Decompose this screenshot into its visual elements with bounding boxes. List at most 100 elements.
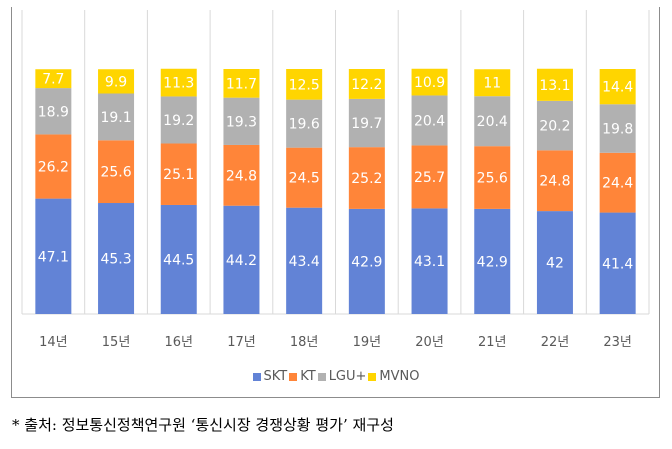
x-tick-label: 20년	[415, 335, 444, 350]
legend-label: MVNO	[379, 369, 420, 384]
data-label: 12.5	[289, 77, 320, 93]
bar-lguplus	[411, 95, 448, 146]
bar-kt	[348, 147, 385, 209]
bar-mvno	[35, 69, 72, 89]
data-label: 42.9	[477, 254, 508, 270]
legend-item: SKT	[252, 369, 288, 384]
data-label: 41.4	[602, 256, 633, 272]
legend-swatch	[317, 372, 326, 381]
data-label: 14.4	[602, 80, 633, 96]
x-tick-label: 18년	[290, 335, 319, 350]
legend-label: LGU+	[328, 369, 367, 384]
data-label: 11	[483, 76, 501, 92]
data-label: 24.8	[226, 168, 257, 184]
x-tick-label: 14년	[39, 335, 68, 350]
bar-skt	[35, 198, 72, 314]
bar-lguplus	[160, 96, 197, 144]
bar-skt	[223, 205, 260, 314]
data-label: 20.2	[539, 119, 570, 135]
legend-label: SKT	[263, 369, 288, 384]
bar-mvno	[536, 68, 573, 101]
bar-lguplus	[474, 96, 511, 147]
data-label: 12.2	[351, 77, 382, 93]
data-label: 11.7	[226, 76, 257, 92]
x-tick-label: 22년	[541, 335, 570, 350]
data-label: 20.4	[477, 114, 508, 130]
bar-mvno	[160, 68, 197, 97]
bar-lguplus	[35, 88, 72, 135]
data-label: 43.1	[414, 254, 445, 270]
x-tick-label: 21년	[478, 335, 507, 350]
legend: SKT KT LGU+ MVNO	[0, 369, 672, 385]
bar-skt	[348, 208, 385, 314]
chart-frame	[11, 7, 660, 398]
data-label: 18.9	[38, 104, 69, 120]
bar-kt	[160, 143, 197, 205]
bar-mvno	[286, 69, 323, 100]
data-label: 19.6	[289, 117, 320, 133]
data-label: 25.2	[351, 171, 382, 187]
data-label: 24.4	[602, 176, 633, 192]
bar-skt	[286, 207, 323, 314]
data-label: 13.1	[539, 78, 570, 94]
bar-skt	[599, 212, 636, 314]
bar-mvno	[599, 69, 636, 105]
bar-kt	[599, 152, 636, 213]
data-label: 26.2	[38, 160, 69, 176]
data-label: 44.5	[163, 252, 194, 268]
data-label: 47.1	[38, 249, 69, 265]
data-label: 42	[546, 256, 564, 272]
x-tick-label: 19년	[353, 335, 382, 350]
legend-item: KT	[289, 369, 316, 384]
data-label: 20.4	[414, 113, 445, 129]
data-label: 19.7	[351, 116, 382, 132]
data-label: 43.4	[289, 254, 320, 270]
bar-skt	[474, 208, 511, 314]
legend-label: KT	[300, 369, 316, 384]
bar-lguplus	[98, 93, 135, 141]
bar-mvno	[98, 69, 135, 94]
bar-kt	[286, 147, 323, 208]
data-label: 25.7	[414, 170, 445, 186]
bar-kt	[474, 146, 511, 209]
data-label: 25.1	[163, 167, 194, 183]
data-label: 19.2	[163, 113, 194, 129]
bar-kt	[98, 140, 135, 204]
data-label: 25.6	[477, 171, 508, 187]
x-tick-label: 17년	[227, 335, 256, 350]
bar-kt	[411, 145, 448, 209]
bar-lguplus	[348, 98, 385, 148]
x-tick-label: 16년	[164, 335, 193, 350]
data-label: 44.2	[226, 253, 257, 269]
legend-swatch	[368, 372, 377, 381]
stacked-bar-chart: 47.1 26.2 18.9 7.7 14년 45.3 25.6 19.1 9.9 15년 44.5…	[21, 10, 650, 350]
legend-swatch	[252, 372, 261, 381]
bar-lguplus	[223, 97, 260, 145]
data-label: 45.3	[100, 252, 131, 268]
legend-swatch	[289, 372, 298, 381]
bar-lguplus	[536, 100, 573, 151]
legend-item: MVNO	[368, 369, 420, 384]
data-label: 19.1	[100, 110, 131, 126]
bar-kt	[536, 150, 573, 212]
bar-mvno	[411, 68, 448, 96]
bar-kt	[35, 134, 72, 199]
x-tick-label: 15년	[102, 335, 131, 350]
footnote: * 출처: 정보통신정책연구원 ‘통신시장 경쟁상황 평가’ 재구성	[12, 416, 394, 434]
data-label: 42.9	[351, 254, 382, 270]
data-label: 9.9	[105, 74, 127, 90]
data-label: 10.9	[414, 75, 445, 91]
data-label: 25.6	[100, 165, 131, 181]
bar-skt	[160, 204, 197, 314]
bar-skt	[411, 208, 448, 314]
data-label: 19.8	[602, 122, 633, 138]
data-label: 7.7	[42, 72, 64, 88]
bar-skt	[98, 203, 135, 314]
data-label: 24.5	[289, 171, 320, 187]
bar-mvno	[223, 69, 260, 98]
bar-kt	[223, 144, 260, 206]
data-label: 11.3	[163, 76, 194, 92]
bar-skt	[536, 211, 573, 314]
bar-mvno	[348, 69, 385, 99]
x-tick-label: 23년	[603, 335, 632, 350]
